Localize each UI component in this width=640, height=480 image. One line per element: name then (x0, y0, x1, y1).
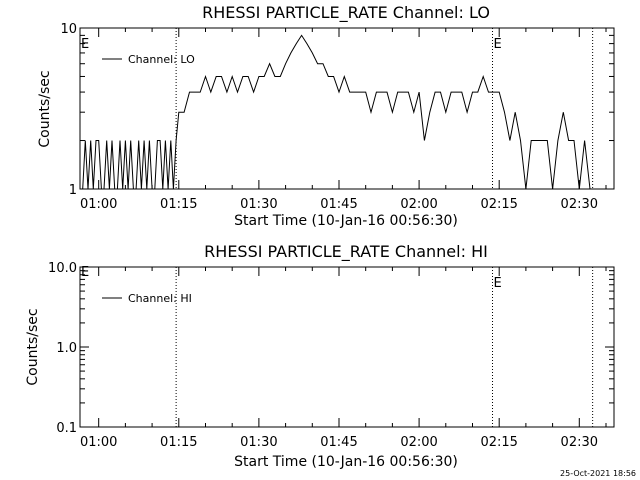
chart-title: RHESSI PARTICLE_RATE Channel: HI (204, 242, 488, 262)
plot-frame (79, 27, 615, 190)
y-tick-label: 10.0 (48, 261, 77, 276)
y-axis-label: Counts/sec (25, 308, 41, 385)
x-axis-label: Start Time (10-Jan-16 00:56:30) (234, 454, 458, 470)
x-tick-label: 02:15 (480, 435, 517, 450)
x-tick-label: 01:00 (80, 197, 117, 212)
corner-event-label: E (81, 265, 89, 280)
legend-label: Channel: LO (128, 53, 195, 66)
x-tick-label: 01:45 (320, 435, 357, 450)
x-tick-label: 01:00 (80, 435, 117, 450)
plot-frame (79, 266, 615, 428)
x-axis-label: Start Time (10-Jan-16 00:56:30) (234, 213, 458, 229)
x-tick-label: 02:15 (480, 197, 517, 212)
x-tick-label: 02:30 (561, 197, 598, 212)
x-tick-label: 01:15 (160, 435, 197, 450)
x-tick-label: 02:00 (400, 197, 437, 212)
series-line (82, 34, 596, 190)
y-tick-label: 1.0 (56, 341, 77, 356)
legend-label: Channel: HI (128, 292, 192, 305)
panel-lo: RHESSI PARTICLE_RATE Channel: LO Counts/… (37, 3, 615, 229)
plot-area: 01:00 01:15 01:30 01:45 02:00 02:15 02:30 1 10 E (60, 22, 615, 212)
chart-title: RHESSI PARTICLE_RATE Channel: LO (202, 3, 490, 23)
y-axis-label: Counts/sec (37, 70, 53, 147)
corner-event-label: E (81, 37, 89, 52)
x-tick-label: 02:00 (400, 435, 437, 450)
x-tick-label: 01:30 (240, 197, 277, 212)
event-marker-label: E (494, 37, 502, 52)
x-tick-label: 02:30 (561, 435, 598, 450)
y-tick-label: 1 (69, 183, 77, 198)
event-marker-label: E (494, 276, 502, 291)
footer-timestamp: 25-Oct-2021 18:56 (560, 469, 636, 478)
plot-area: 01:00 01:15 01:30 01:45 02:00 02:15 02:30 0.1 1.… (48, 261, 615, 450)
x-tick-label: 01:45 (320, 197, 357, 212)
x-tick-label: 01:15 (160, 197, 197, 212)
panel-hi: RHESSI PARTICLE_RATE Channel: HI Counts/… (25, 242, 615, 470)
y-tick-label: 0.1 (56, 421, 77, 436)
x-tick-label: 01:30 (240, 435, 277, 450)
y-tick-label: 10 (60, 22, 77, 37)
